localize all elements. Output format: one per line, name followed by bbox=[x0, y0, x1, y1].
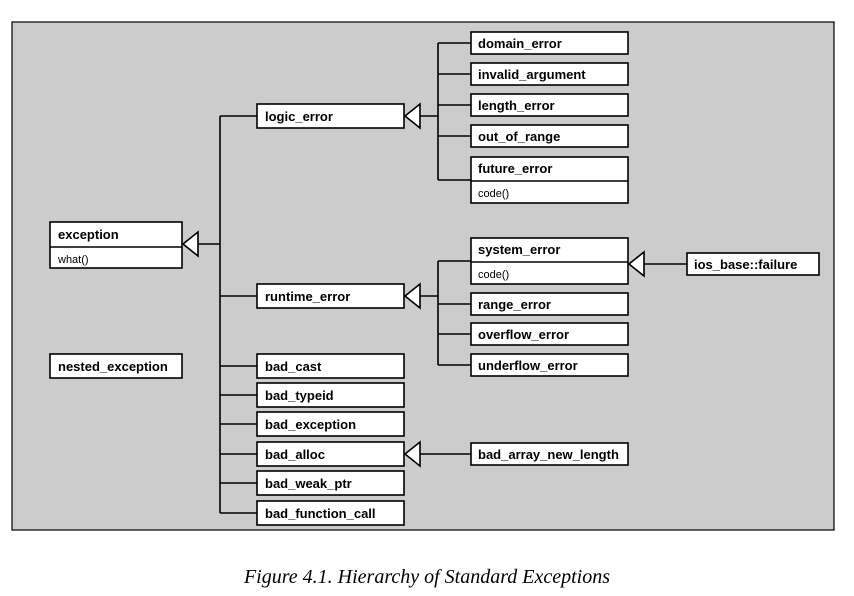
inheritance-arrow-system-error bbox=[627, 250, 645, 278]
class-name-length-error: length_error bbox=[478, 98, 555, 113]
class-member-system-error: code() bbox=[478, 269, 509, 281]
class-box-system-error: system_error code() bbox=[470, 237, 629, 285]
class-name-invalid-argument: invalid_argument bbox=[478, 67, 586, 82]
class-box-ios-base-failure: ios_base::failure bbox=[686, 252, 820, 276]
class-box-out-of-range: out_of_range bbox=[470, 124, 629, 148]
class-box-bad-function-call: bad_function_call bbox=[256, 500, 405, 526]
inheritance-arrow-runtime-error bbox=[403, 282, 421, 310]
class-member-future-error: code() bbox=[478, 188, 509, 200]
class-name-bad-alloc: bad_alloc bbox=[265, 447, 325, 462]
class-name-overflow-error: overflow_error bbox=[478, 327, 569, 342]
class-name-domain-error: domain_error bbox=[478, 36, 562, 51]
class-box-exception: exception what() bbox=[49, 221, 183, 269]
inheritance-arrow-logic-error bbox=[403, 102, 421, 130]
edges-exception-children bbox=[198, 115, 257, 514]
exception-hierarchy-diagram: exception what() nested_exception logic_… bbox=[11, 21, 835, 531]
class-name-underflow-error: underflow_error bbox=[478, 358, 578, 373]
class-box-bad-typeid: bad_typeid bbox=[256, 382, 405, 408]
diagram-background bbox=[11, 21, 835, 531]
class-name-bad-typeid: bad_typeid bbox=[265, 388, 334, 403]
class-name-runtime-error: runtime_error bbox=[265, 289, 350, 304]
class-name-bad-cast: bad_cast bbox=[265, 359, 322, 374]
class-box-domain-error: domain_error bbox=[470, 31, 629, 55]
class-box-runtime-error: runtime_error bbox=[256, 283, 405, 309]
class-name-range-error: range_error bbox=[478, 297, 551, 312]
figure-caption: Figure 4.1. Hierarchy of Standard Except… bbox=[243, 566, 611, 588]
class-name-bad-function-call: bad_function_call bbox=[265, 506, 376, 521]
class-box-logic-error: logic_error bbox=[256, 103, 405, 129]
class-name-future-error: future_error bbox=[478, 161, 552, 176]
class-box-future-error: future_error code() bbox=[470, 156, 629, 204]
inheritance-arrow-bad-alloc bbox=[403, 440, 421, 468]
class-name-system-error: system_error bbox=[478, 242, 560, 257]
class-name-out-of-range: out_of_range bbox=[478, 129, 560, 144]
class-box-range-error: range_error bbox=[470, 292, 629, 316]
class-name-logic-error: logic_error bbox=[265, 109, 333, 124]
class-name-bad-exception: bad_exception bbox=[265, 417, 356, 432]
inheritance-arrow-exception bbox=[181, 230, 199, 258]
class-box-bad-cast: bad_cast bbox=[256, 353, 405, 379]
class-name-bad-weak-ptr: bad_weak_ptr bbox=[265, 476, 352, 491]
class-box-bad-weak-ptr: bad_weak_ptr bbox=[256, 470, 405, 496]
class-box-bad-alloc: bad_alloc bbox=[256, 441, 405, 467]
class-box-invalid-argument: invalid_argument bbox=[470, 62, 629, 86]
class-member-exception: what() bbox=[57, 254, 89, 266]
class-box-overflow-error: overflow_error bbox=[470, 322, 629, 346]
class-box-nested-exception: nested_exception bbox=[49, 353, 183, 379]
class-name-exception: exception bbox=[58, 227, 119, 242]
class-box-underflow-error: underflow_error bbox=[470, 353, 629, 377]
class-name-bad-array-new-length: bad_array_new_length bbox=[478, 447, 619, 462]
class-box-length-error: length_error bbox=[470, 93, 629, 117]
class-box-bad-array-new-length: bad_array_new_length bbox=[470, 442, 629, 466]
edges-logic-error-children bbox=[420, 42, 471, 181]
class-box-bad-exception: bad_exception bbox=[256, 411, 405, 437]
class-name-nested-exception: nested_exception bbox=[58, 359, 168, 374]
class-name-ios-base-failure: ios_base::failure bbox=[694, 257, 797, 272]
edges-runtime-error-children bbox=[420, 260, 471, 366]
